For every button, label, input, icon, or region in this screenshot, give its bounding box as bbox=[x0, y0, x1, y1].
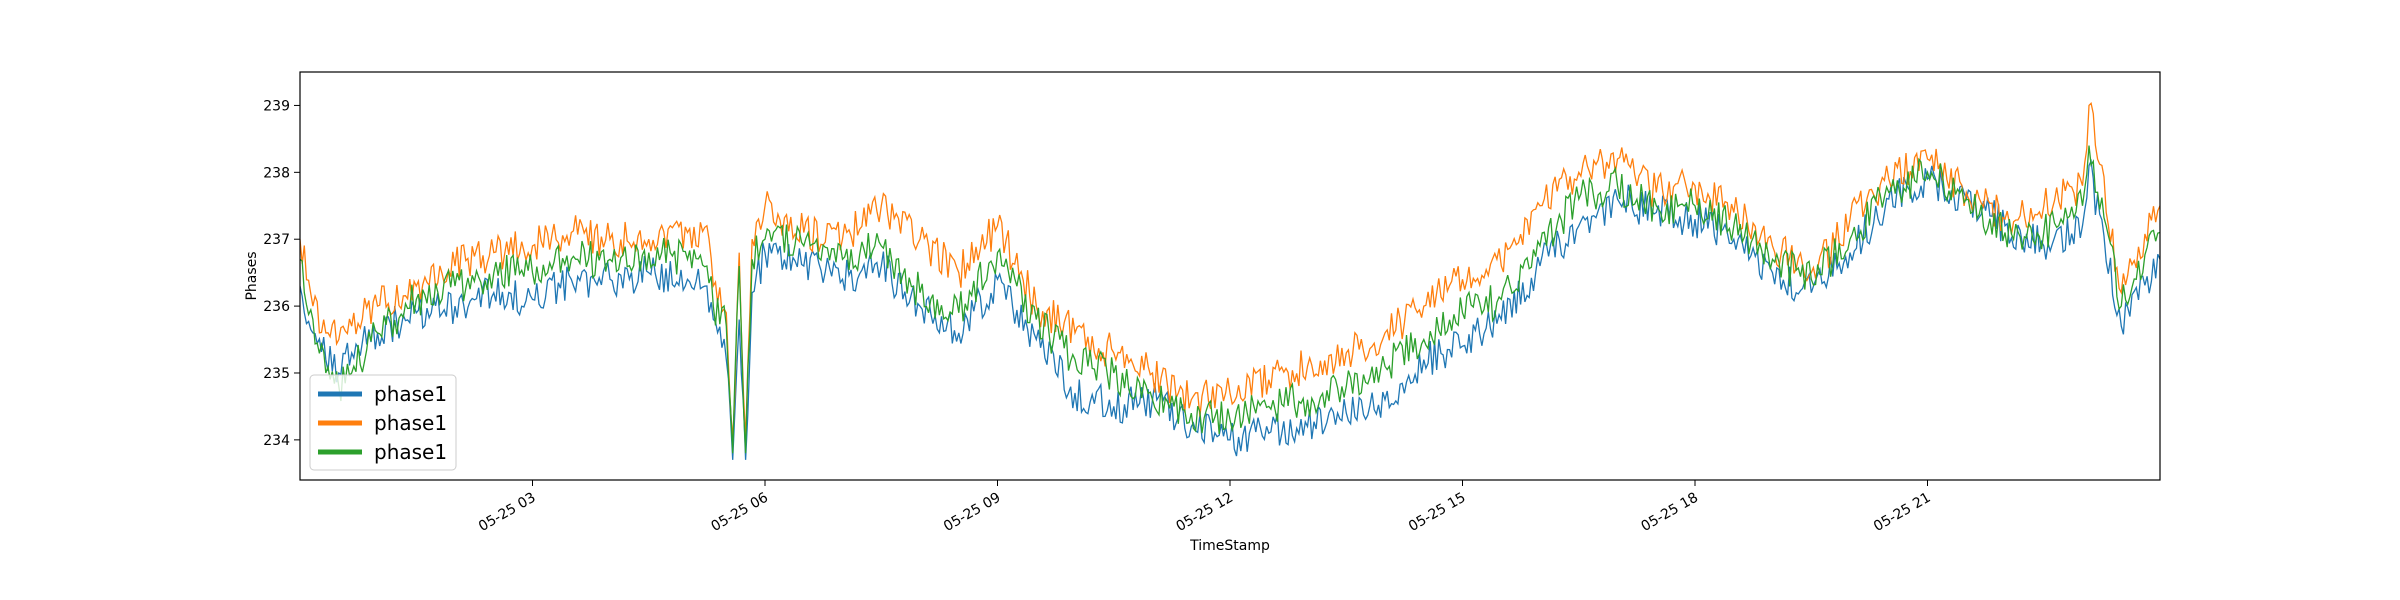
legend-label-3: phase1 bbox=[374, 440, 447, 464]
series-line-3 bbox=[300, 145, 2160, 454]
plot-lines bbox=[300, 101, 2160, 460]
x-axis: 05-25 03 05-25 06 05-25 09 05-25 12 05-25 15… bbox=[476, 480, 1934, 535]
y-tick-label: 235 bbox=[263, 366, 290, 382]
legend: phase1 phase1 phase1 bbox=[309, 374, 457, 471]
legend-label-1: phase1 bbox=[374, 382, 447, 406]
y-tick-label: 236 bbox=[263, 299, 290, 315]
y-tick-label: 237 bbox=[263, 232, 290, 248]
x-tick-label: 05-25 09 bbox=[941, 490, 1004, 535]
y-tick-label: 234 bbox=[263, 433, 290, 449]
series-line-2 bbox=[300, 101, 2160, 440]
x-tick-label: 05-25 12 bbox=[1173, 490, 1236, 535]
x-tick-label: 05-25 18 bbox=[1638, 490, 1701, 535]
y-axis-title: Phases bbox=[244, 251, 260, 300]
x-tick-label: 05-25 21 bbox=[1871, 490, 1934, 535]
y-axis: 234 235 236 237 238 239 bbox=[263, 98, 300, 449]
legend-box bbox=[309, 374, 457, 471]
legend-label-2: phase1 bbox=[374, 411, 447, 435]
series-line-1 bbox=[300, 158, 2160, 460]
x-tick-label: 05-25 03 bbox=[476, 490, 539, 535]
x-tick-label: 05-25 15 bbox=[1406, 490, 1469, 535]
x-axis-title: TimeStamp bbox=[1189, 538, 1270, 554]
y-tick-label: 239 bbox=[263, 98, 290, 114]
y-tick-label: 238 bbox=[263, 165, 290, 181]
x-tick-label: 05-25 06 bbox=[708, 490, 771, 535]
